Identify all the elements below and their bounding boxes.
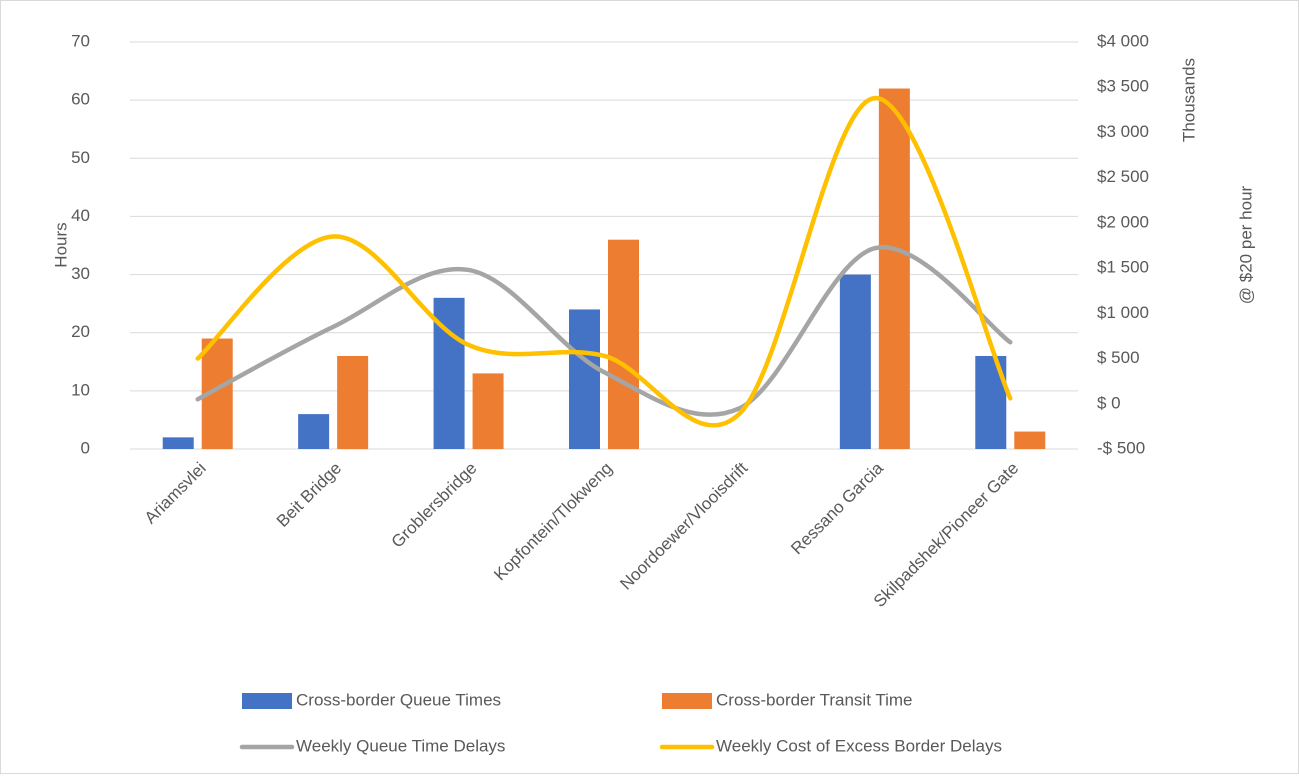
y-tick-label: 10 — [71, 380, 90, 399]
y-tick-label: 20 — [71, 322, 90, 341]
y-tick-label: 70 — [71, 31, 90, 50]
y-tick-label: 50 — [71, 148, 90, 167]
y2-axis-label: @ $20 per hour — [1236, 185, 1255, 304]
bar — [608, 239, 639, 449]
y-tick-label: 0 — [81, 438, 90, 457]
legend-swatch — [662, 693, 712, 709]
y-tick-label: 60 — [71, 90, 90, 109]
legend-label: Weekly Cost of Excess Border Delays — [716, 736, 1002, 755]
y2-tick-label: $3 500 — [1097, 77, 1149, 96]
bar — [1014, 431, 1046, 449]
y2-tick-label: -$ 500 — [1097, 438, 1145, 457]
legend-label: Cross-border Transit Time — [716, 690, 913, 709]
y2-tick-label: $1 500 — [1097, 258, 1149, 277]
line — [195, 95, 1013, 428]
bar — [878, 88, 910, 449]
y-tick-label: 30 — [71, 264, 90, 283]
y-tick-label: 40 — [71, 206, 90, 225]
y2-tick-label: $2 000 — [1097, 212, 1149, 231]
y2-axis-label: Thousands — [1179, 58, 1198, 142]
bar — [298, 414, 330, 449]
y2-tick-label: $1 000 — [1097, 303, 1149, 322]
bar — [839, 274, 871, 449]
y-axis-label: Hours — [51, 222, 70, 267]
bar — [162, 437, 194, 449]
legend-label: Weekly Queue Time Delays — [296, 736, 505, 755]
y2-tick-label: $ 500 — [1097, 348, 1140, 367]
bar — [569, 309, 600, 449]
legend-label: Cross-border Queue Times — [296, 690, 501, 709]
y2-tick-label: $3 000 — [1097, 122, 1149, 141]
y2-tick-label: $4 000 — [1097, 31, 1149, 50]
legend-swatch — [242, 693, 292, 709]
y2-tick-label: $ 0 — [1097, 393, 1121, 412]
bar — [337, 355, 369, 449]
bar — [472, 373, 504, 449]
y2-tick-label: $2 500 — [1097, 167, 1149, 186]
line — [195, 245, 1013, 417]
